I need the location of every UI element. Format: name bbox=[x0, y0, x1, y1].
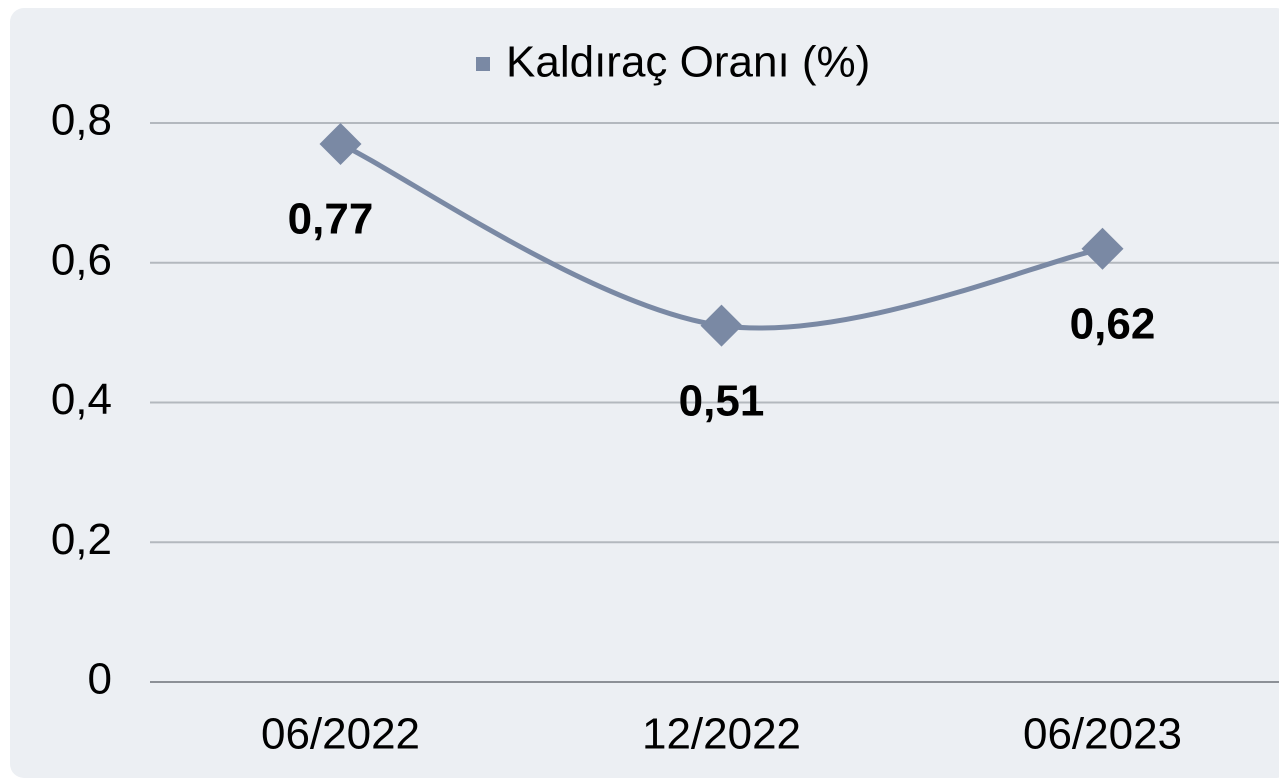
legend-label: Kaldıraç Oranı (%) bbox=[506, 38, 870, 87]
y-tick-label: 0,6 bbox=[51, 235, 112, 284]
data-point bbox=[1081, 227, 1124, 270]
data-point bbox=[319, 122, 362, 165]
x-tick-label: 12/2022 bbox=[642, 710, 801, 759]
data-label: 0,51 bbox=[679, 376, 765, 425]
data-label: 0,62 bbox=[1070, 299, 1156, 348]
data-label: 0,77 bbox=[288, 195, 374, 244]
y-tick-label: 0,4 bbox=[51, 375, 112, 424]
x-tick-label: 06/2023 bbox=[1023, 710, 1182, 759]
y-tick-label: 0,2 bbox=[51, 515, 112, 564]
y-tick-label: 0,8 bbox=[51, 96, 112, 145]
data-point bbox=[700, 304, 743, 347]
y-tick-label: 0 bbox=[88, 655, 112, 704]
chart-background bbox=[10, 8, 1279, 778]
legend-marker bbox=[476, 57, 490, 71]
x-tick-label: 06/2022 bbox=[261, 710, 420, 759]
